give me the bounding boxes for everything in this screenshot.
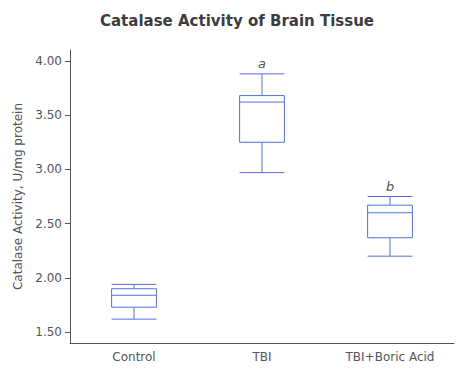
svg-text:3.00: 3.00: [35, 162, 62, 176]
svg-text:Catalase Activity, U/mg protei: Catalase Activity, U/mg protein: [11, 103, 25, 290]
svg-text:2.50: 2.50: [35, 217, 62, 231]
svg-text:1.50: 1.50: [35, 325, 62, 339]
svg-text:4.00: 4.00: [35, 54, 62, 68]
svg-text:TBI+Boric Acid: TBI+Boric Acid: [345, 350, 435, 364]
svg-text:b: b: [386, 179, 394, 194]
svg-text:Catalase Activity of Brain Tis: Catalase Activity of Brain Tissue: [100, 12, 374, 30]
svg-text:a: a: [258, 56, 266, 71]
svg-text:TBI: TBI: [251, 350, 271, 364]
svg-text:3.50: 3.50: [35, 108, 62, 122]
svg-text:2.00: 2.00: [35, 271, 62, 285]
svg-text:Control: Control: [112, 350, 155, 364]
